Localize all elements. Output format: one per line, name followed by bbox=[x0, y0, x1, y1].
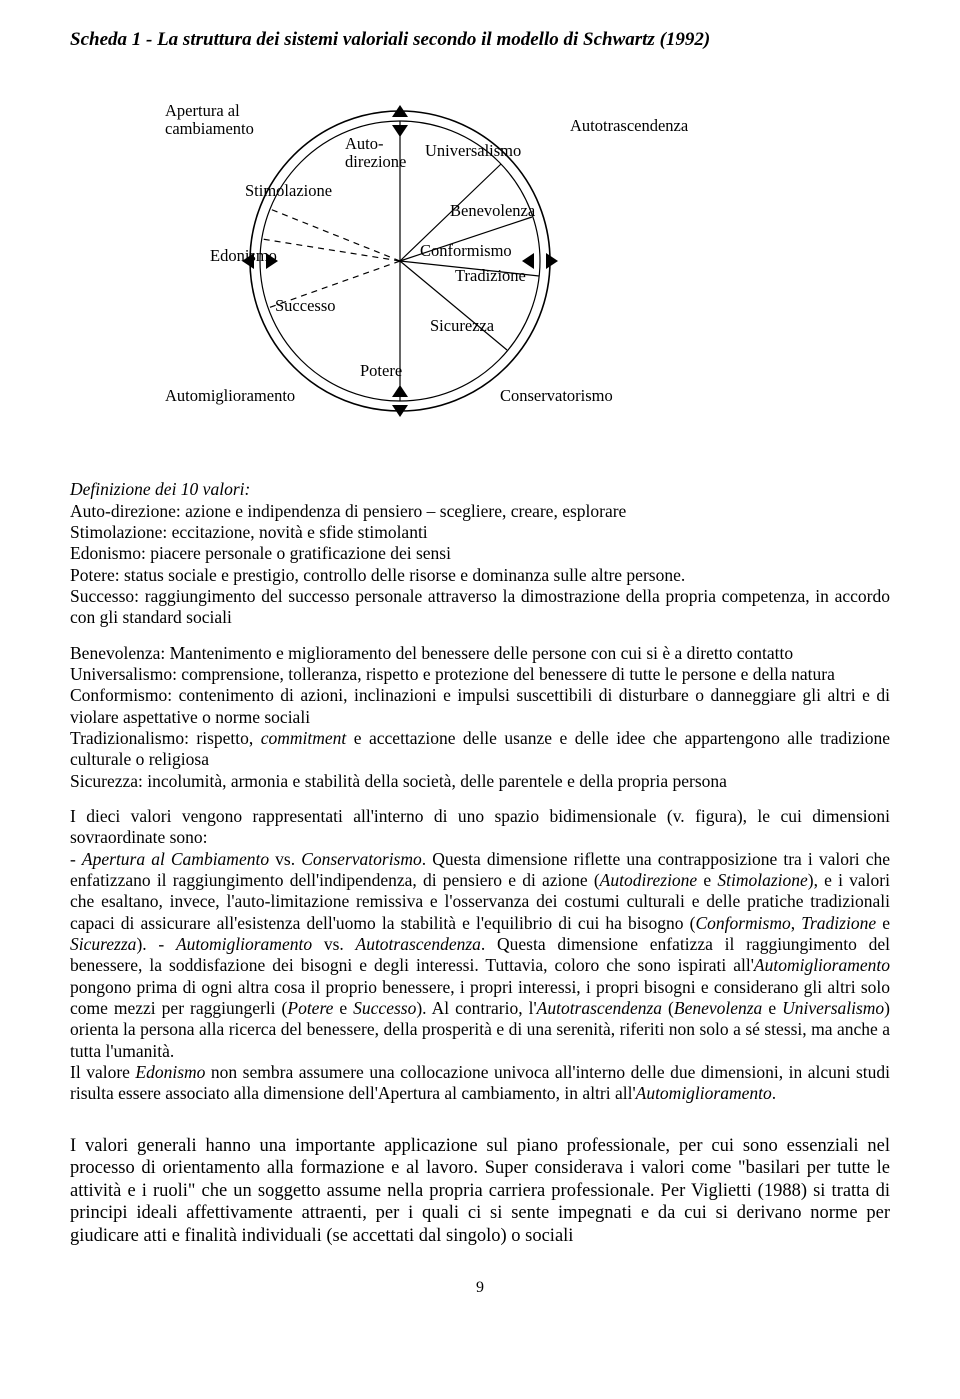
body-text: - bbox=[158, 934, 176, 954]
def-line: Auto-direzione: azione e indipendenza di… bbox=[70, 501, 626, 521]
body-text: Il valore bbox=[70, 1062, 135, 1082]
body-em: Sicurezza bbox=[70, 934, 136, 954]
def-line: Edonismo: piacere personale o gratificaz… bbox=[70, 543, 451, 563]
schwartz-circle-diagram: Apertura al cambiamento Autotrascendenza… bbox=[70, 61, 890, 451]
body-text: ( bbox=[662, 998, 674, 1018]
def-line: Potere: status sociale e prestigio, cont… bbox=[70, 565, 685, 585]
body-text: ). bbox=[136, 934, 146, 954]
label-sicurezza: Sicurezza bbox=[430, 316, 494, 336]
def-line: Universalismo: comprensione, tolleranza,… bbox=[70, 664, 835, 684]
body-em: Universalismo bbox=[782, 998, 884, 1018]
def-line: Benevolenza: Mantenimento e migliorament… bbox=[70, 643, 793, 663]
body-em: Autotrascendenza bbox=[537, 998, 662, 1018]
body-em: Automiglioramento bbox=[176, 934, 312, 954]
label-universalismo: Universalismo bbox=[425, 141, 521, 161]
closing-paragraph: I valori generali hanno una importante a… bbox=[70, 1135, 890, 1248]
def-tradiz-em: commitment bbox=[261, 728, 347, 748]
body-em: Stimolazione bbox=[717, 870, 807, 890]
body-em: Automiglioramento bbox=[754, 955, 890, 975]
label-potere: Potere bbox=[360, 361, 402, 381]
body-em: Edonismo bbox=[135, 1062, 205, 1082]
body-em: Tradizione bbox=[801, 913, 876, 933]
label-tradizione: Tradizione bbox=[455, 266, 526, 286]
label-benevolenza: Benevolenza bbox=[450, 201, 535, 221]
body-text: e bbox=[762, 998, 782, 1018]
label-apertura-2: cambiamento bbox=[165, 119, 254, 139]
body-text: e bbox=[697, 870, 717, 890]
page-title: Scheda 1 - La struttura dei sistemi valo… bbox=[70, 28, 890, 51]
label-autotrascendenza: Autotrascendenza bbox=[570, 116, 688, 136]
definitions-heading: Definizione dei 10 valori: bbox=[70, 479, 250, 499]
label-conformismo: Conformismo bbox=[420, 241, 512, 261]
body-text: e bbox=[876, 913, 890, 933]
body-paragraph: I dieci valori vengono rappresentati all… bbox=[70, 806, 890, 1105]
def-line: Successo: raggiungimento del successo pe… bbox=[70, 586, 890, 627]
body-em: Autotrascendenza bbox=[356, 934, 481, 954]
body-em: Successo bbox=[353, 998, 416, 1018]
def-sicurezza: Sicurezza: incolumità, armonia e stabili… bbox=[70, 771, 727, 791]
body-em: Automiglioramento bbox=[636, 1083, 772, 1103]
body-text: e bbox=[333, 998, 353, 1018]
def-line: Conformismo: contenimento di azioni, inc… bbox=[70, 685, 890, 726]
body-em: Benevolenza bbox=[674, 998, 762, 1018]
label-stimolazione: Stimolazione bbox=[245, 181, 332, 201]
label-edonismo: Edonismo bbox=[210, 246, 277, 266]
body-text: ). Al contrario, l' bbox=[416, 998, 536, 1018]
body-em: Conservatorismo bbox=[301, 849, 422, 869]
body-text: , bbox=[791, 913, 802, 933]
label-conservatorismo: Conservatorismo bbox=[500, 386, 613, 406]
label-autodirezione-2: direzione bbox=[345, 152, 406, 172]
label-automiglioramento: Automiglioramento bbox=[165, 386, 295, 406]
def-tradiz-pre: Tradizionalismo: rispetto, bbox=[70, 728, 261, 748]
page-number: 9 bbox=[70, 1278, 890, 1298]
body-em: Autodirezione bbox=[600, 870, 698, 890]
body-text: vs. bbox=[312, 934, 355, 954]
label-successo: Successo bbox=[275, 296, 336, 316]
body-em: Apertura al Cambiamento bbox=[82, 849, 269, 869]
body-text: I dieci valori vengono rappresentati all… bbox=[70, 806, 890, 847]
body-text: vs. bbox=[269, 849, 301, 869]
body-text: . bbox=[772, 1083, 776, 1103]
body-em: Potere bbox=[287, 998, 333, 1018]
body-em: Conformismo bbox=[695, 913, 790, 933]
body-text: - bbox=[70, 849, 82, 869]
def-line: Stimolazione: eccitazione, novità e sfid… bbox=[70, 522, 428, 542]
